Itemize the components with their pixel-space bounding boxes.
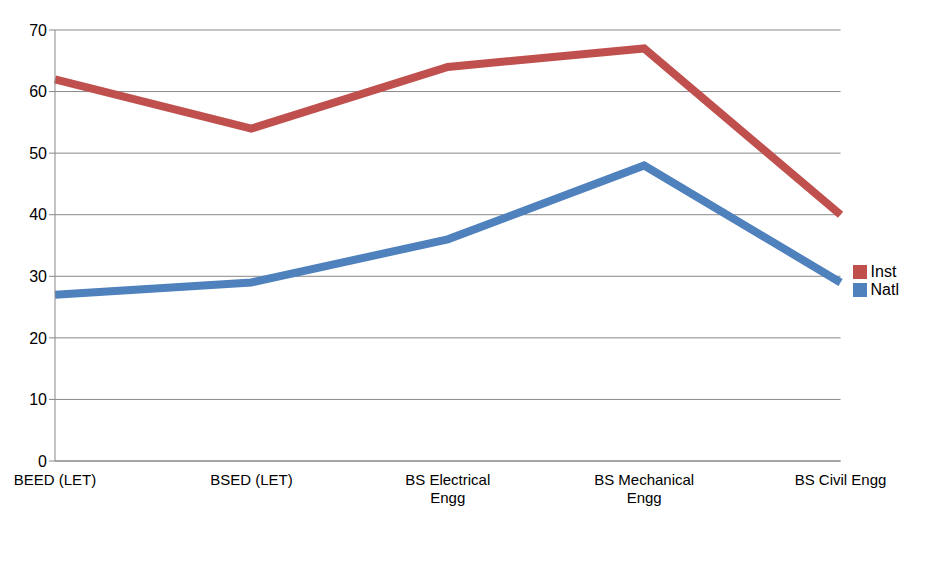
svg-text:BEED (LET): BEED (LET)	[14, 471, 97, 488]
svg-text:30: 30	[29, 268, 47, 285]
svg-text:BS ElectricalEngg: BS ElectricalEngg	[405, 471, 490, 506]
svg-text:60: 60	[29, 83, 47, 100]
svg-text:10: 10	[29, 391, 47, 408]
svg-text:20: 20	[29, 330, 47, 347]
svg-text:50: 50	[29, 145, 47, 162]
svg-text:40: 40	[29, 206, 47, 223]
svg-text:BS MechanicalEngg: BS MechanicalEngg	[594, 471, 694, 506]
svg-text:0: 0	[38, 453, 47, 470]
svg-text:BS Civil Engg: BS Civil Engg	[795, 471, 887, 488]
svg-text:BSED (LET): BSED (LET)	[210, 471, 293, 488]
svg-text:70: 70	[29, 22, 47, 39]
html-text:Inst: Inst	[870, 262, 897, 280]
html-text:Natl: Natl	[870, 280, 899, 298]
